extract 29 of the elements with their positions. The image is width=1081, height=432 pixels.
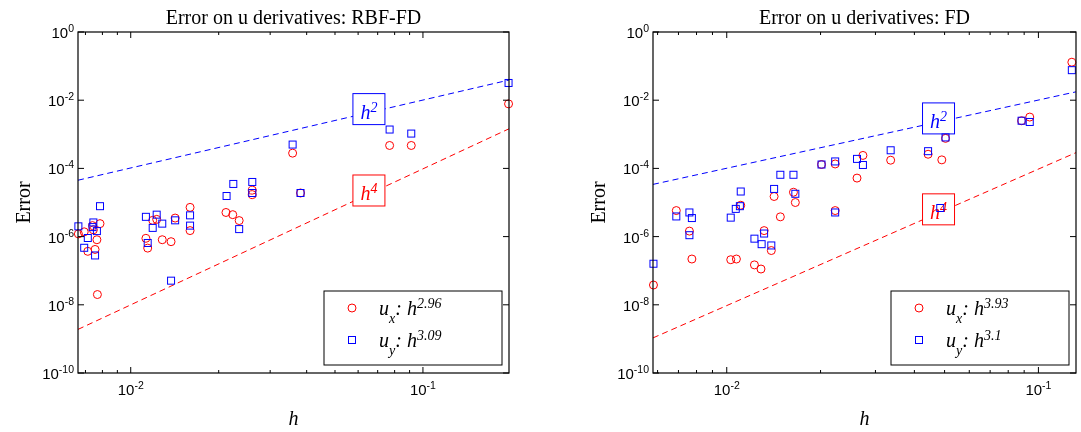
y-tick-label: 10$^{0}$ [51,22,75,41]
legend-label: u$_{x}$: h$^{2.96}$ [379,295,442,326]
series-label: h$^{4}$ [360,180,378,204]
x-tick-label: 10$^{-2}$ [713,379,740,398]
chart-title: Error on u derivatives: RBF-FD [165,6,422,28]
y-axis-title: Error [12,181,34,224]
y-axis-title: Error [587,181,609,224]
x-axis-title: h [288,407,299,429]
y-tick-label: 10$^{-8}$ [622,294,650,314]
y-tick-label: 10$^{-6}$ [47,226,75,246]
legend-label: u$_{y}$: h$^{3.09}$ [379,327,442,358]
x-tick-label: 10$^{-2}$ [117,379,144,398]
x-axis-title: h [859,407,870,429]
y-tick-label: 10$^{0}$ [626,22,650,41]
y-tick-label: 10$^{-10}$ [617,363,650,382]
chart-title: Error on u derivatives: FD [758,6,971,28]
y-tick-label: 10$^{-8}$ [47,294,75,314]
y-tick-label: 10$^{-4}$ [622,158,650,178]
y-tick-label: 10$^{-10}$ [42,363,75,382]
x-tick-label: 10$^{-1}$ [409,379,437,398]
x-tick-label: 10$^{-1}$ [1025,379,1052,398]
y-tick-label: 10$^{-2}$ [47,90,75,110]
legend-label: u$_{y}$: h$^{3.1}$ [946,327,1002,358]
series-label: h$^{2}$ [930,108,948,132]
legend-label: u$_{x}$: h$^{3.93}$ [946,295,1009,326]
series-label: h$^{2}$ [360,99,378,123]
y-tick-label: 10$^{-2}$ [622,90,650,110]
y-tick-label: 10$^{-6}$ [622,226,650,246]
y-tick-label: 10$^{-4}$ [47,158,75,178]
